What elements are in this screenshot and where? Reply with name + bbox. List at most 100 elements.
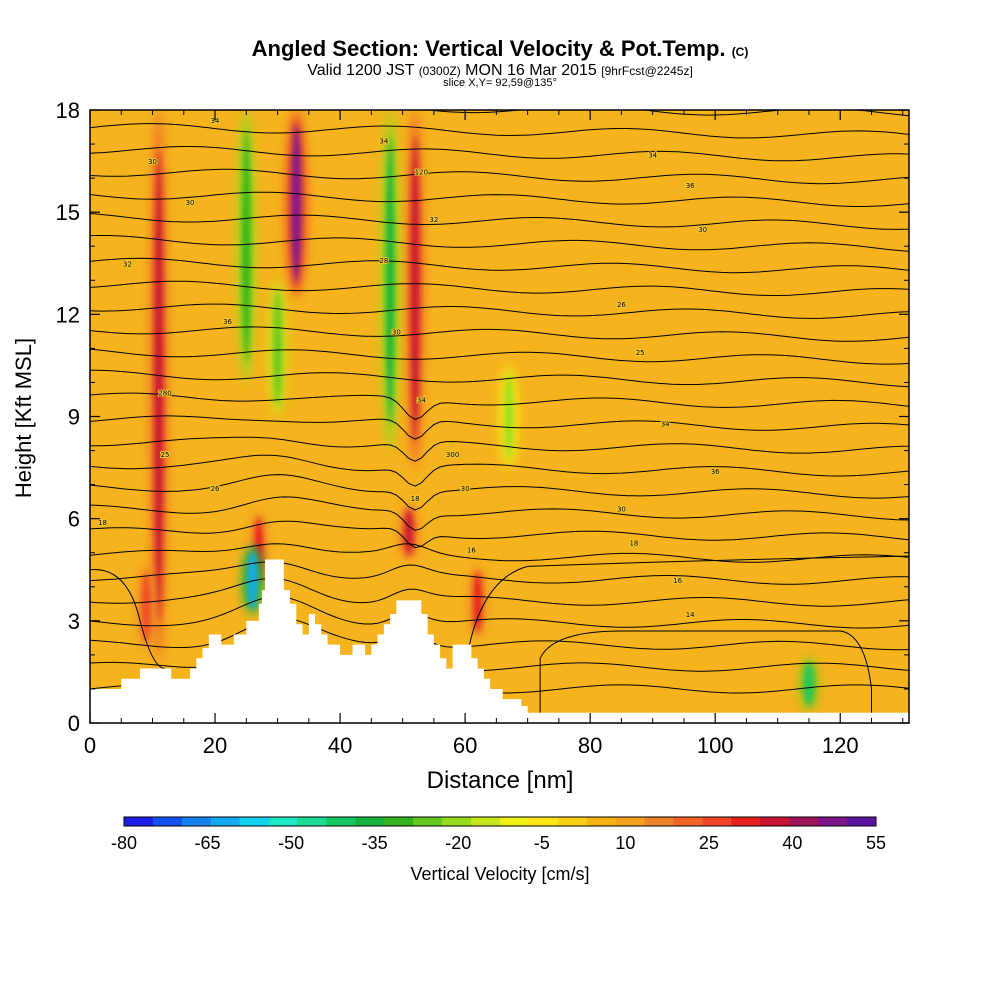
- velocity-column-core: [504, 373, 513, 460]
- theta-contour-line: [90, 303, 909, 319]
- forecast-info: [9hrFcst@2245z]: [601, 64, 693, 78]
- colorbar-segment: [847, 817, 877, 826]
- velocity-column-core: [404, 509, 413, 556]
- colorbar-segment: [557, 817, 588, 826]
- theta-contour-line: [90, 596, 909, 629]
- contour-label: 30: [698, 226, 707, 234]
- colorbar-segment: [413, 817, 443, 826]
- colorbar-segment: [500, 817, 530, 826]
- velocity-column-core: [804, 662, 814, 706]
- colorbar-frame: [123, 816, 877, 827]
- contour-label: 300: [446, 451, 459, 459]
- colorbar-segment: [239, 817, 270, 826]
- velocity-column-core: [473, 571, 482, 633]
- theta-contour-line: [539, 630, 872, 713]
- theta-contour-line: [90, 326, 909, 342]
- contour-label: 34: [661, 420, 670, 428]
- x-tick-label: 60: [453, 733, 477, 758]
- colorbar-segment: [297, 817, 327, 826]
- y-axis-label: Height [Kft MSL]: [11, 337, 36, 499]
- theta-contour-line: [90, 123, 909, 139]
- colorbar-segment: [528, 817, 559, 826]
- colorbar-segment: [384, 817, 414, 826]
- contour-label: 120: [415, 168, 428, 176]
- contour-label: 25: [161, 451, 170, 459]
- colorbar-segment: [326, 817, 356, 826]
- velocity-column-core: [242, 130, 251, 363]
- contour-label: 30: [461, 485, 470, 493]
- theta-contour-line: [90, 561, 909, 585]
- colorbar-segment: [731, 817, 761, 826]
- theta-contour-line: [90, 191, 909, 207]
- theta-contour-line: [464, 555, 909, 669]
- y-tick-label: 9: [68, 405, 80, 430]
- velocity-column-core: [247, 551, 258, 609]
- colorbar-tick-label: -50: [278, 833, 304, 853]
- contour-label: 36: [223, 318, 232, 326]
- contour-label: 18: [411, 495, 420, 503]
- colorbar-segment: [152, 817, 183, 826]
- theta-contour-line: [90, 454, 909, 487]
- theta-contour-line: [90, 146, 909, 162]
- velocity-column-core: [291, 124, 302, 284]
- colorbar-segment: [181, 817, 212, 826]
- colorbar-tick-label: 10: [615, 833, 635, 853]
- x-tick-label: 20: [203, 733, 227, 758]
- theta-contour-line: [90, 348, 909, 365]
- y-tick-label: 3: [68, 609, 80, 634]
- contour-label: 30: [392, 328, 401, 336]
- colorbar-tick-label: -65: [195, 833, 221, 853]
- contour-label: 18: [629, 540, 638, 548]
- chart-subtitle: Valid 1200 JST (0300Z) MON 16 Mar 2015 […: [0, 62, 1000, 80]
- terrain: [90, 559, 909, 723]
- chart-title-text: Angled Section: Vertical Velocity & Pot.…: [251, 36, 726, 61]
- colorbar-segment: [355, 817, 385, 826]
- chart-title: Angled Section: Vertical Velocity & Pot.…: [0, 36, 1000, 62]
- x-tick-label: 0: [84, 733, 96, 758]
- theta-contour-line: [90, 369, 909, 388]
- contour-label: 34: [379, 138, 388, 146]
- contour-label: 34: [417, 396, 426, 404]
- velocity-field: [137, 110, 818, 710]
- contour-label: 16: [467, 546, 476, 554]
- theta-contour-line: [90, 436, 909, 462]
- colorbar-segment: [586, 817, 617, 826]
- theta-contour-line: [90, 213, 909, 230]
- theta-contour-line: [90, 543, 909, 563]
- contour-label: 36: [711, 468, 720, 476]
- velocity-column-core: [386, 135, 395, 426]
- valid-date: MON 16 Mar 2015: [465, 62, 597, 79]
- contour-label: 30: [617, 505, 626, 513]
- contour-label: 280: [158, 390, 171, 398]
- theta-contour-line: [90, 577, 909, 607]
- velocity-column-core: [142, 572, 151, 642]
- theta-contour-line: [90, 392, 909, 420]
- contour-label: 34: [648, 151, 657, 159]
- colorbar-segment: [615, 817, 646, 826]
- theta-contour-line: [90, 496, 909, 531]
- theta-contour-line: [90, 257, 909, 274]
- contour-label: 36: [686, 182, 695, 190]
- colorbar-segment: [760, 817, 790, 826]
- colorbar-tick-label: 55: [866, 833, 886, 853]
- contour-label: 32: [123, 260, 132, 268]
- velocity-column-core: [273, 290, 282, 407]
- x-tick-label: 100: [697, 733, 734, 758]
- y-tick-label: 6: [68, 507, 80, 532]
- slice-info: slice X,Y= 92,59@135°: [443, 77, 557, 89]
- x-tick-label: 120: [822, 733, 859, 758]
- y-tick-label: 0: [68, 711, 80, 736]
- colorbar-segment: [268, 817, 299, 826]
- valid-time: Valid 1200 JST: [307, 62, 415, 79]
- contour-label: 25: [636, 349, 645, 357]
- x-tick-label: 40: [328, 733, 352, 758]
- colorbar-tick-label: -5: [534, 833, 550, 853]
- contour-label: 14: [686, 611, 695, 619]
- colorbar-segment: [124, 817, 154, 826]
- colorbar-segment: [673, 817, 703, 826]
- contour-label: 30: [148, 158, 157, 166]
- theta-contour-line: [90, 168, 909, 185]
- contour-label: 26: [211, 485, 220, 493]
